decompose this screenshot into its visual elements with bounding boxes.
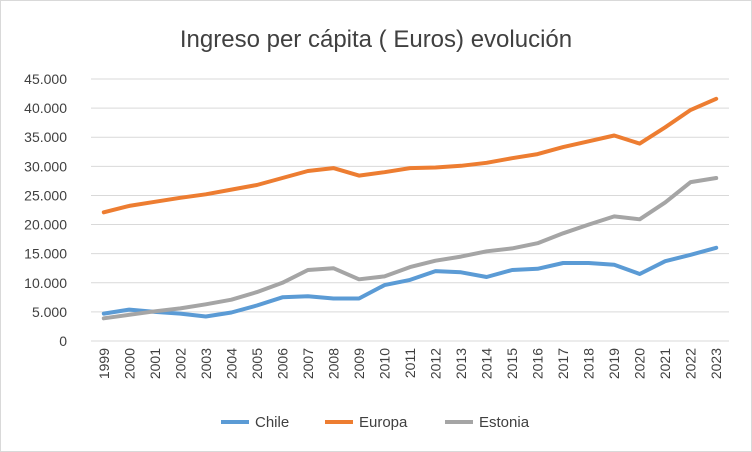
x-tick-label: 2018 [581,348,597,379]
x-tick-label: 2022 [683,348,699,379]
legend: Chile Europa Estonia [221,414,530,431]
y-tick-label: 5.000 [32,304,67,320]
x-tick-label: 2021 [657,348,673,379]
y-tick-label: 20.000 [24,217,67,233]
x-tick-label: 2015 [504,348,520,379]
x-tick-label: 2003 [198,348,214,379]
legend-label-europa: Europa [359,414,408,431]
x-tick-label: 2004 [223,348,239,379]
x-axis-tick-labels: 1999 2000 2001 2002 2003 2004 2005 2006 2007 2008… [96,348,724,379]
x-tick-label: 2008 [325,348,341,379]
x-tick-label: 2002 [172,348,188,379]
x-tick-label: 2023 [708,348,724,379]
x-tick-label: 2000 [121,348,137,379]
x-tick-label: 2011 [402,348,418,378]
x-tick-label: 2019 [606,348,622,379]
y-tick-label: 10.000 [24,275,67,291]
y-tick-label: 35.000 [24,129,67,145]
x-tick-label: 2009 [351,348,367,379]
series-line-europa [101,96,719,215]
chart-title: Ingreso per cápita ( Euros) evolución [180,26,572,53]
legend-label-estonia: Estonia [479,414,530,431]
y-tick-label: 40.000 [24,100,67,116]
x-tick-label: 2010 [376,348,392,379]
x-tick-label: 2013 [453,348,469,379]
x-tick-label: 2006 [274,348,290,379]
legend-label-chile: Chile [255,414,289,431]
x-tick-label: 2020 [632,348,648,379]
y-tick-label: 45.000 [24,71,67,87]
x-tick-label: 2017 [555,348,571,379]
series-lines [101,96,719,321]
x-tick-label: 2012 [428,348,444,379]
gridlines [91,78,729,342]
y-tick-label: 15.000 [24,246,67,262]
series-line-estonia [101,176,719,321]
y-axis-tick-labels: 0 5.000 10.000 15.000 20.000 25.000 30.000 35.0… [24,71,67,349]
x-tick-label: 2016 [530,348,546,379]
y-tick-label: 30.000 [24,158,67,174]
y-tick-label: 0 [59,333,67,349]
x-tick-label: 1999 [96,348,112,379]
x-tick-label: 2007 [300,348,316,379]
x-tick-label: 2005 [249,348,265,379]
y-tick-label: 25.000 [24,187,67,203]
x-tick-label: 2001 [147,348,163,379]
x-tick-label: 2014 [479,348,495,379]
series-line-chile [101,245,719,319]
